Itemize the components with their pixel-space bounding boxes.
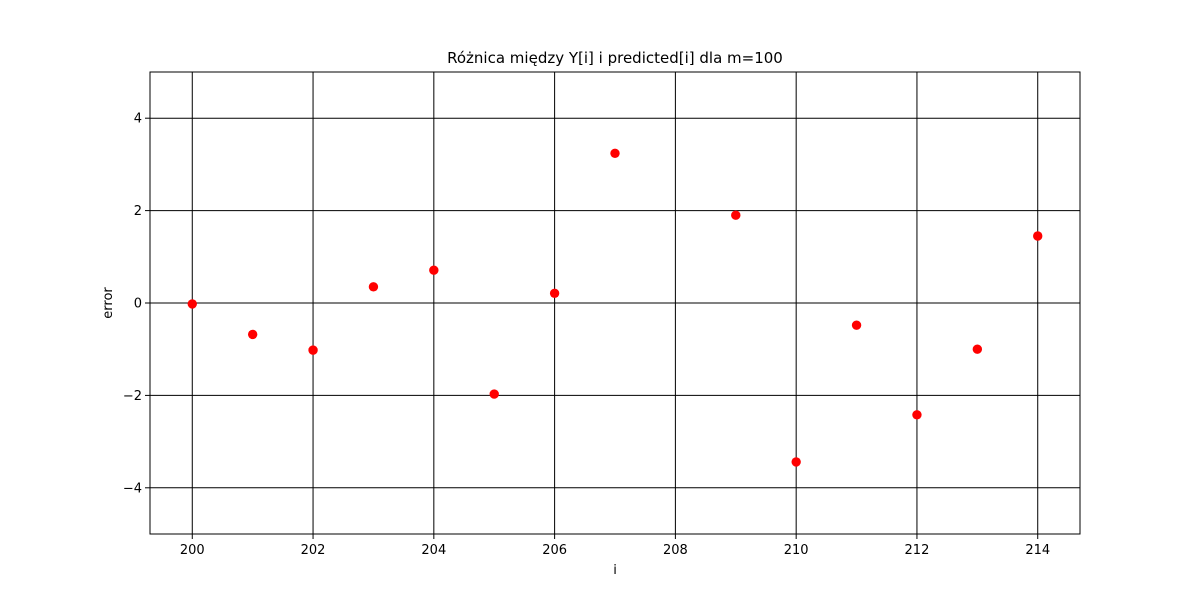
data-point	[308, 345, 318, 355]
data-point	[791, 457, 801, 467]
chart-title: Różnica między Y[i] i predicted[i] dla m…	[447, 49, 783, 67]
y-tick-label: 0	[134, 297, 142, 312]
y-axis-label: error	[101, 287, 116, 319]
grid-layer	[150, 72, 1080, 534]
ticks-layer: 200 202 204 206 208 210 212 214 −4 −2 0 2 4	[123, 112, 1050, 558]
x-tick-label: 212	[905, 543, 930, 558]
x-tick-label: 200	[180, 543, 205, 558]
data-point	[610, 148, 620, 159]
x-tick-label: 202	[301, 543, 326, 558]
data-point	[368, 282, 379, 292]
data-point	[972, 344, 983, 354]
x-tick-label: 210	[784, 543, 809, 558]
data-point	[851, 320, 862, 330]
data-point	[429, 265, 439, 275]
x-axis-label: i	[613, 563, 617, 578]
x-tick-label: 204	[421, 543, 446, 558]
data-point	[1033, 231, 1043, 241]
data-point	[549, 288, 560, 298]
y-tick-label: 2	[134, 204, 142, 219]
x-tick-label: 208	[663, 543, 688, 558]
x-tick-label: 206	[542, 543, 567, 558]
x-tick-label: 214	[1025, 543, 1050, 558]
data-point	[731, 210, 741, 220]
plot-area-frame	[149, 71, 1081, 535]
y-tick-label: −4	[123, 481, 142, 496]
y-tick-label: −2	[123, 389, 142, 404]
y-tick-label: 4	[134, 112, 142, 127]
data-point	[247, 329, 258, 340]
data-point	[489, 389, 499, 399]
data-point	[187, 299, 197, 309]
points-layer	[187, 148, 1043, 467]
data-point	[912, 410, 922, 420]
